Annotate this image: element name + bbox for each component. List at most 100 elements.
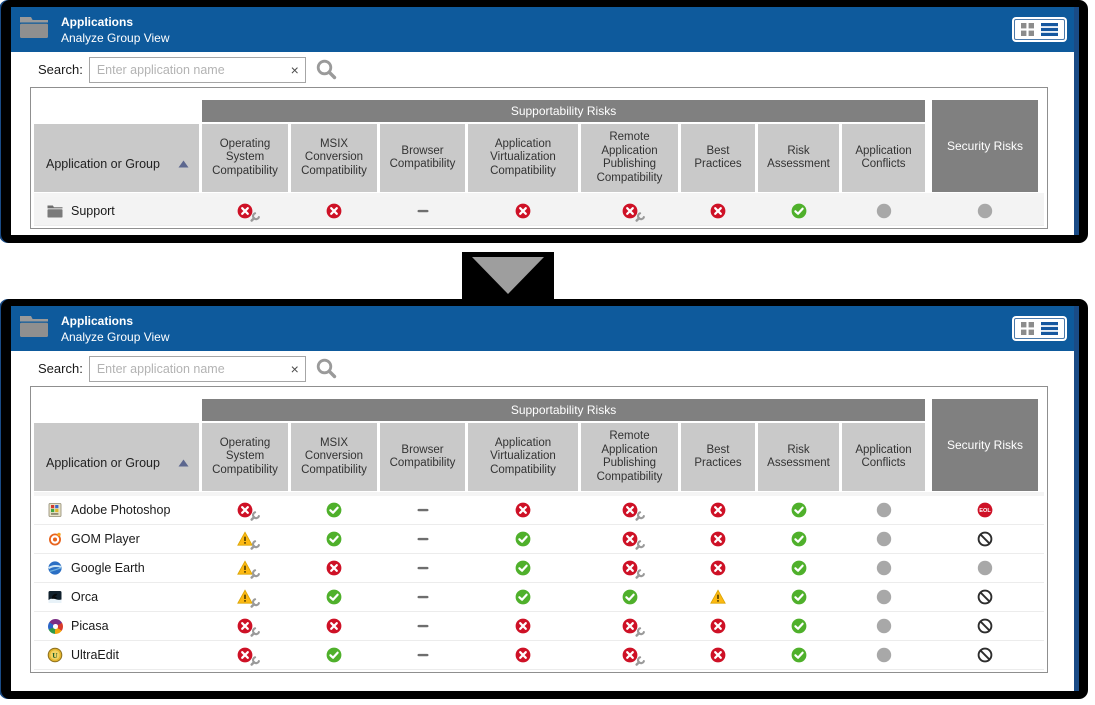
app-row-picasa[interactable]: Picasa <box>34 612 1044 641</box>
app-window: Applications Analyze Group View Search: … <box>11 306 1079 691</box>
not-applicable-icon <box>415 203 431 219</box>
error-icon <box>710 560 726 576</box>
app-cell[interactable]: Picasa <box>34 618 199 634</box>
list-view-icon[interactable] <box>1041 322 1058 335</box>
status-cell: EOL <box>932 502 1038 518</box>
prohibited-icon <box>977 618 993 634</box>
column-header-security-risks[interactable]: Security Risks <box>932 399 1038 491</box>
column-header-application-conflicts[interactable]: Application Conflicts <box>842 423 925 491</box>
search-icon[interactable] <box>315 58 338 81</box>
wrench-icon <box>634 211 646 223</box>
search-input[interactable] <box>88 355 306 382</box>
status-cell <box>468 531 578 547</box>
folder-icon <box>19 315 49 343</box>
down-arrow-icon <box>472 257 544 294</box>
app-cell[interactable]: Adobe Photoshop <box>34 502 199 518</box>
error-icon <box>710 647 726 663</box>
column-header-msix-conversion-compatibility[interactable]: MSIX Conversion Compatibility <box>291 423 377 491</box>
not-applicable-icon <box>415 589 431 605</box>
app-row-google-earth[interactable]: Google Earth <box>34 554 1044 583</box>
sort-ascending-icon[interactable] <box>178 459 189 467</box>
warning-wrench-icon <box>237 531 260 550</box>
column-header-security-risks[interactable]: Security Risks <box>932 100 1038 192</box>
group-header-supportability-risks: Supportability Risks <box>202 399 925 421</box>
column-header-remote-application-publishing-compatibility[interactable]: Remote Application Publishing Compatibil… <box>581 423 678 491</box>
status-cell <box>581 618 678 637</box>
table-header: Application or Group Supportability Risk… <box>34 399 1044 491</box>
column-header-application-virtualization-compatibility[interactable]: Application Virtualization Compatibility <box>468 124 578 192</box>
ultraedit-icon: U <box>47 647 63 663</box>
sort-ascending-icon[interactable] <box>178 160 189 168</box>
app-cell[interactable]: Google Earth <box>34 560 199 576</box>
column-header-remote-application-publishing-compatibility[interactable]: Remote Application Publishing Compatibil… <box>581 124 678 192</box>
wrench-icon <box>634 539 646 551</box>
status-cell <box>581 531 678 550</box>
column-header-operating-system-compatibility[interactable]: Operating System Compatibility <box>202 124 288 192</box>
wrench-icon <box>634 510 646 522</box>
not-analyzed-icon <box>876 618 892 634</box>
transition-arrow <box>462 252 554 300</box>
column-header-risk-assessment[interactable]: Risk Assessment <box>758 124 839 192</box>
app-row-ultraedit[interactable]: U UltraEdit <box>34 641 1044 670</box>
app-label: UltraEdit <box>71 648 119 662</box>
wrench-icon <box>249 539 261 551</box>
grid-view-icon[interactable] <box>1021 322 1034 335</box>
wrench-icon <box>249 568 261 580</box>
clear-search-icon[interactable]: × <box>290 61 299 78</box>
picasa-icon <box>47 618 63 634</box>
status-cell <box>202 560 288 579</box>
status-cell <box>842 203 925 219</box>
wrench-icon <box>634 568 646 580</box>
warning-icon <box>710 589 726 605</box>
column-header-application-virtualization-compatibility[interactable]: Application Virtualization Compatibility <box>468 423 578 491</box>
orca-icon <box>47 589 63 605</box>
status-cell <box>932 531 1038 547</box>
app-row-support[interactable]: Support <box>34 197 1044 226</box>
success-icon <box>515 589 531 605</box>
status-cell <box>681 647 755 663</box>
column-header-browser-compatibility[interactable]: Browser Compatibility <box>380 124 465 192</box>
app-cell[interactable]: GOM Player <box>34 531 199 547</box>
status-cell <box>681 531 755 547</box>
column-header-application-or-group[interactable]: Application or Group <box>34 124 199 192</box>
app-cell[interactable]: U UltraEdit <box>34 647 199 663</box>
error-icon <box>515 647 531 663</box>
column-header-best-practices[interactable]: Best Practices <box>681 423 755 491</box>
status-cell <box>468 589 578 605</box>
grid-view-icon[interactable] <box>1021 23 1034 36</box>
column-header-application-or-group[interactable]: Application or Group <box>34 423 199 491</box>
app-label: Google Earth <box>71 561 145 575</box>
analysis-table: Application or Group Supportability Risk… <box>30 87 1048 229</box>
error-icon <box>710 531 726 547</box>
column-header-application-conflicts[interactable]: Application Conflicts <box>842 124 925 192</box>
app-cell[interactable]: Orca <box>34 589 199 605</box>
search-icon[interactable] <box>315 357 338 380</box>
column-header-operating-system-compatibility[interactable]: Operating System Compatibility <box>202 423 288 491</box>
error-wrench-icon <box>622 560 645 579</box>
app-row-orca[interactable]: Orca <box>34 583 1044 612</box>
status-cell <box>468 502 578 518</box>
list-view-icon[interactable] <box>1041 23 1058 36</box>
search-input-wrap: × <box>88 56 306 83</box>
titlebar: Applications Analyze Group View <box>11 306 1074 351</box>
column-header-best-practices[interactable]: Best Practices <box>681 124 755 192</box>
column-header-browser-compatibility[interactable]: Browser Compatibility <box>380 423 465 491</box>
column-header-msix-conversion-compatibility[interactable]: MSIX Conversion Compatibility <box>291 124 377 192</box>
app-row-adobe-photoshop[interactable]: Adobe Photoshop EOL <box>34 496 1044 525</box>
status-cell <box>681 560 755 576</box>
app-row-gom-player[interactable]: GOM Player <box>34 525 1044 554</box>
search-input[interactable] <box>88 56 306 83</box>
error-wrench-icon <box>237 502 260 521</box>
view-toggle[interactable] <box>1012 316 1067 341</box>
app-column-label: Application or Group <box>46 456 160 470</box>
status-cell <box>842 647 925 663</box>
view-toggle[interactable] <box>1012 17 1067 42</box>
app-cell[interactable]: Support <box>34 203 199 219</box>
status-cell <box>681 589 755 605</box>
status-cell <box>842 531 925 547</box>
clear-search-icon[interactable]: × <box>290 360 299 377</box>
status-cell <box>291 531 377 547</box>
column-header-risk-assessment[interactable]: Risk Assessment <box>758 423 839 491</box>
not-analyzed-icon <box>876 502 892 518</box>
error-wrench-icon <box>622 531 645 550</box>
